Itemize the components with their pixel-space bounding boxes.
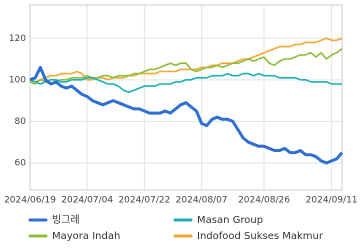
y-tick-label: 80 [15,117,27,127]
x-tick-label: 2024/08/07 [176,196,228,206]
series-line [29,37,343,83]
x-tick-label: 2024/08/26 [238,196,290,206]
y-tick-label: 120 [9,34,26,44]
y-tick-label: 60 [15,158,27,168]
x-tick-label: 2024/06/19 [4,196,56,206]
legend-label: 빙그레 [52,214,80,226]
x-tick-label: 2024/07/04 [61,196,113,206]
series-line [29,65,344,165]
series-line [29,48,343,85]
series-line [29,72,342,94]
legend-label: Masan Group [197,215,263,226]
y-tick-label: 100 [9,75,26,85]
x-tick-label: 2024/07/22 [118,196,170,206]
x-tick-label: 2024/09/11 [306,196,358,206]
legend-label: Mayora Indah [52,231,120,242]
legend-label: Indofood Sukses Makmur [197,231,324,242]
plot-border [29,4,343,191]
